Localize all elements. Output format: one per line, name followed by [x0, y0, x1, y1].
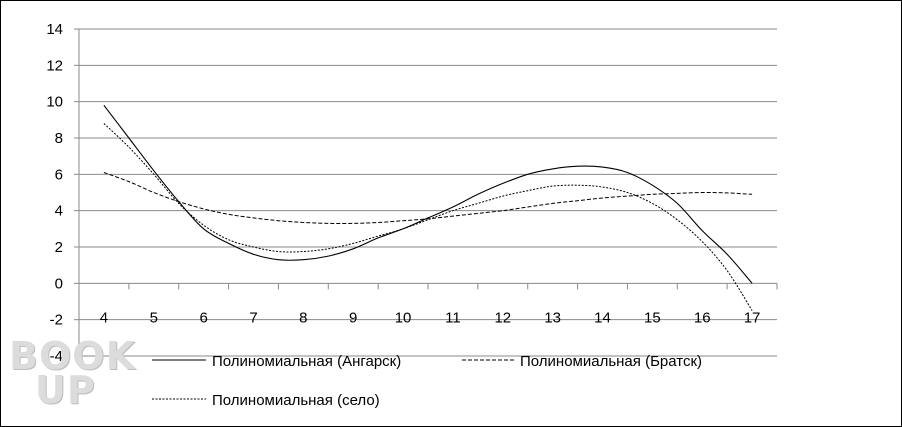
x-tick-label: 13 — [544, 309, 561, 326]
y-tick-labels: 14 12 10 8 6 4 2 0 -2 -4 — [46, 21, 63, 365]
x-tick-label: 8 — [299, 309, 307, 326]
series-lines — [103, 104, 753, 311]
series-line-2 — [103, 172, 753, 224]
legend-label-1: Полиномиальная (Ангарск) — [212, 353, 401, 370]
x-tick-label: 12 — [494, 309, 511, 326]
x-tick-label: 14 — [594, 309, 611, 326]
x-tick-label: 4 — [100, 309, 108, 326]
series-line-1 — [103, 104, 753, 284]
x-tick-label: 17 — [744, 309, 761, 326]
x-tick-label: 11 — [445, 309, 461, 326]
y-tick-label: 8 — [55, 130, 63, 147]
y-tick-label: 6 — [55, 166, 63, 183]
y-tick-label: 4 — [55, 203, 63, 220]
y-tick-label: 14 — [46, 21, 63, 38]
y-tick-label: -4 — [50, 348, 63, 365]
x-tick-label: 16 — [694, 309, 711, 326]
x-tick-label: 5 — [150, 309, 158, 326]
y-tick-label: 2 — [55, 239, 63, 256]
y-tick-label: 10 — [46, 94, 63, 111]
legend-label-3: Полиномиальная (село) — [212, 392, 380, 409]
axes — [74, 28, 778, 357]
legend-label-2: Полиномиальная (Братск) — [520, 353, 702, 370]
x-tick-label: 10 — [395, 309, 412, 326]
x-tick-label: 9 — [349, 309, 357, 326]
y-tick-label: 12 — [46, 57, 63, 74]
y-tick-label: 0 — [55, 275, 63, 292]
x-tick-label: 7 — [249, 309, 257, 326]
gridlines — [79, 28, 777, 357]
series-line-3 — [103, 123, 753, 311]
x-tick-label: 15 — [644, 309, 661, 326]
y-tick-label: -2 — [50, 312, 63, 329]
x-tick-label: 6 — [199, 309, 207, 326]
legend: Полиномиальная (Ангарск) Полиномиальная (… — [152, 353, 702, 409]
x-tick-labels: 4 5 6 7 8 9 10 11 12 13 14 15 16 17 — [100, 309, 761, 326]
